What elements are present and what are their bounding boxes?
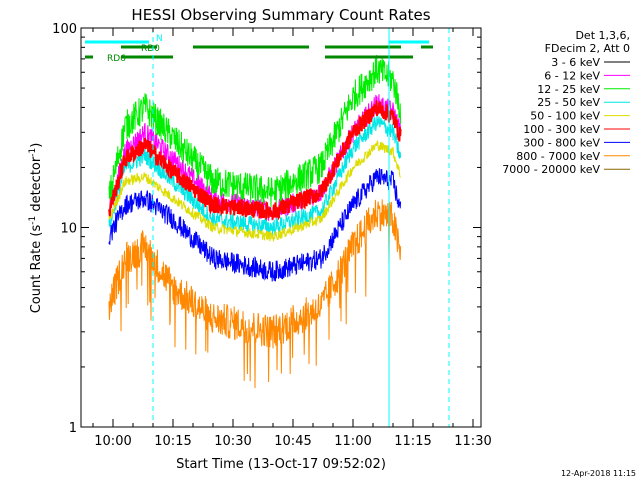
legend-label: 800 - 7000 keV [516, 150, 600, 163]
legend-header-line2: FDecim 2, Att 0 [545, 42, 630, 55]
x-tick-label: 10:15 [154, 434, 191, 449]
legend-label: 12 - 25 keV [537, 83, 600, 96]
legend-label: 7000 - 20000 keV [502, 163, 600, 176]
footer-date: 12-Apr-2018 11:15 [561, 469, 636, 478]
x-tick-label: 10:30 [214, 434, 251, 449]
y-tick-label: 1 [69, 421, 77, 436]
status-bar-label-rd6: RD6 [107, 54, 126, 64]
traces [108, 54, 402, 389]
x-tick-label: 10:45 [274, 434, 311, 449]
x-tick-label: 11:15 [394, 434, 431, 449]
legend-label: 100 - 300 keV [523, 123, 600, 136]
x-tick-label: 11:00 [334, 434, 371, 449]
series-line-100-300-kev [108, 100, 402, 221]
legend-label: 25 - 50 keV [537, 96, 600, 109]
series-line-12-25-kev [108, 54, 402, 208]
legend-label: 50 - 100 keV [530, 110, 600, 123]
legend-label: 3 - 6 keV [551, 56, 600, 69]
legend-label: 300 - 800 keV [523, 136, 600, 149]
chart-title: HESSI Observing Summary Count Rates [131, 6, 430, 24]
x-axis-label: Start Time (13-Oct-17 09:52:02) [176, 457, 386, 472]
y-axis-label: Count Rate (s-1 detector-1) [28, 143, 44, 314]
series-line-300-800-kev [108, 168, 402, 282]
x-tick-label: 10:00 [94, 434, 131, 449]
y-tick-label: 100 [52, 22, 77, 37]
status-bar-label-rd0: RD0 [141, 44, 160, 54]
status-bar-label-n: N [156, 34, 163, 44]
legend-header-line1: Det 1,3,6, [575, 29, 630, 42]
x-tick-label: 11:30 [454, 434, 491, 449]
y-tick-label: 10 [60, 222, 77, 237]
axes: 10:00 10:15 10:30 10:45 11:00 11:15 11:30 1 10 10… [52, 22, 492, 449]
legend-label: 6 - 12 keV [544, 69, 600, 82]
series-line-50-100-kev [108, 139, 401, 242]
series-line-800-7000-kev [108, 199, 402, 389]
